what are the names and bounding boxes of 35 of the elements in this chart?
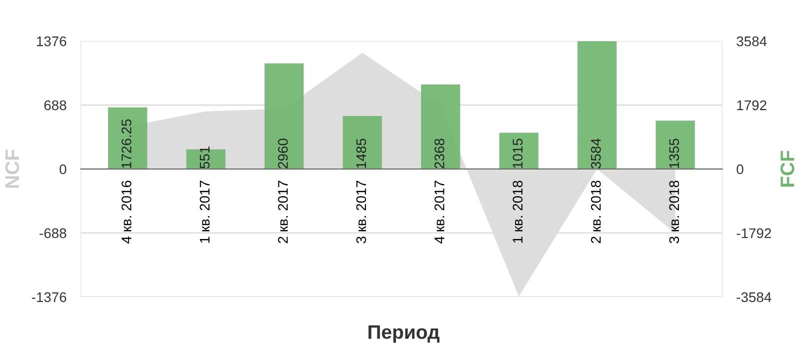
data-label: 3584 <box>590 138 601 168</box>
bar <box>342 116 382 170</box>
y2-tick-label: -1792 <box>736 228 771 238</box>
y2-tick-label: 3584 <box>736 36 767 46</box>
data-label: 1355 <box>669 138 680 168</box>
x-axis-title: Период <box>368 325 440 343</box>
y2-axis-title: FCF <box>780 150 794 187</box>
data-label: 1485 <box>356 138 366 168</box>
y-tick-label: 688 <box>44 100 66 110</box>
x-tick-label: 1 кв. 2018 <box>512 180 523 243</box>
y-tick-label: -688 <box>40 228 66 238</box>
y-tick-label: -1376 <box>32 292 66 302</box>
data-label: 1015 <box>512 138 523 168</box>
x-tick-label: 1 кв. 2017 <box>200 180 210 243</box>
x-tick-label: 2 кв. 2018 <box>590 180 601 244</box>
bar <box>499 132 538 170</box>
bar <box>578 41 617 170</box>
x-tick-label: 2 кв. 2017 <box>278 180 288 244</box>
y2-tick-label: 1792 <box>737 100 766 110</box>
bar <box>108 107 148 170</box>
y-tick-label: 1376 <box>36 36 66 46</box>
y2-tick-label: -3584 <box>736 292 772 302</box>
bar <box>264 63 304 170</box>
bar <box>421 84 460 170</box>
bar <box>656 120 695 170</box>
y2-tick-label: 0 <box>736 164 744 174</box>
x-tick-label: 4 кв. 2016 <box>122 180 132 244</box>
data-label: 2368 <box>434 138 444 168</box>
x-tick-label: 4 кв. 2017 <box>434 180 444 244</box>
data-label: 551 <box>200 146 210 168</box>
x-tick-label: 3 кв. 2018 <box>669 180 680 244</box>
data-label: 2960 <box>278 138 288 168</box>
y-tick-label: 0 <box>60 164 66 174</box>
data-label: 1726.25 <box>122 119 132 168</box>
x-tick-label: 3 кв. 2017 <box>356 180 366 244</box>
